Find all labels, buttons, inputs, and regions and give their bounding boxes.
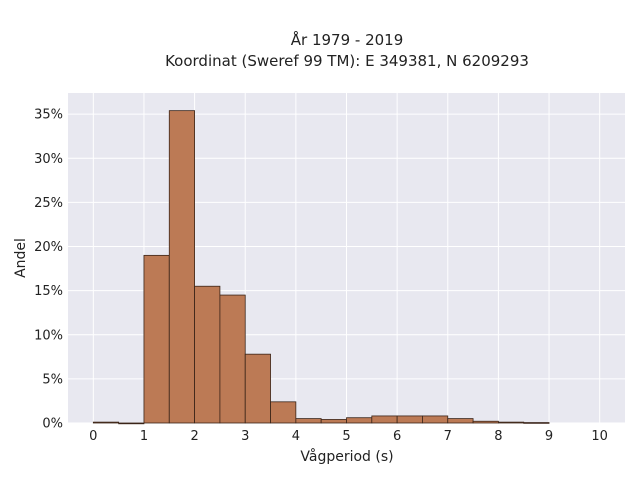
histogram-bar — [396, 415, 423, 424]
x-tick-label: 8 — [494, 429, 502, 444]
histogram-bar — [498, 421, 525, 424]
histogram-bar — [118, 422, 145, 425]
x-tick-label: 6 — [393, 429, 401, 444]
x-tick-label: 4 — [292, 429, 300, 444]
histogram-bar — [219, 294, 246, 424]
chart-title-line2: Koordinat (Sweref 99 TM): E 349381, N 62… — [165, 52, 529, 70]
histogram-bar — [244, 353, 271, 424]
histogram-bar — [270, 401, 297, 424]
histogram-bar — [194, 285, 221, 424]
x-tick-label: 9 — [545, 429, 553, 444]
histogram-bar — [92, 421, 120, 424]
x-tick-label: 1 — [140, 429, 148, 444]
x-tick-label: 5 — [342, 429, 350, 444]
y-axis-label: Andel — [13, 238, 29, 278]
y-tick-label: 5% — [42, 372, 63, 387]
y-tick-label: 10% — [34, 328, 63, 343]
x-axis-label: Vågperiod (s) — [300, 448, 393, 465]
x-tick-label: 2 — [190, 429, 198, 444]
x-tick-label: 7 — [444, 429, 452, 444]
histogram-bar — [447, 418, 474, 424]
histogram-bar — [346, 417, 373, 424]
x-tick-label: 0 — [89, 429, 97, 444]
x-axis-ticks: 0 1 2 3 4 5 6 7 8 9 10 — [89, 429, 608, 444]
histogram-bar — [168, 110, 195, 424]
x-tick-label: 10 — [591, 429, 608, 444]
histogram-bar — [472, 420, 499, 424]
y-tick-label: 0% — [42, 417, 63, 432]
histogram-bar — [371, 415, 398, 424]
chart-title-line1: År 1979 - 2019 — [291, 30, 404, 49]
histogram-bar — [143, 254, 170, 424]
histogram-bar — [295, 418, 322, 424]
histogram-bars — [92, 110, 550, 425]
y-axis-ticks: 0% 5% 10% 15% 20% 25% 30% 35% — [34, 108, 63, 432]
histogram-bar — [523, 422, 550, 424]
y-tick-label: 20% — [34, 240, 63, 255]
y-tick-label: 30% — [34, 152, 63, 167]
y-tick-label: 15% — [34, 284, 63, 299]
y-tick-label: 25% — [34, 196, 63, 211]
y-tick-label: 35% — [34, 108, 63, 123]
histogram-bar — [320, 419, 347, 424]
x-tick-label: 3 — [241, 429, 249, 444]
histogram-bar — [422, 415, 449, 424]
